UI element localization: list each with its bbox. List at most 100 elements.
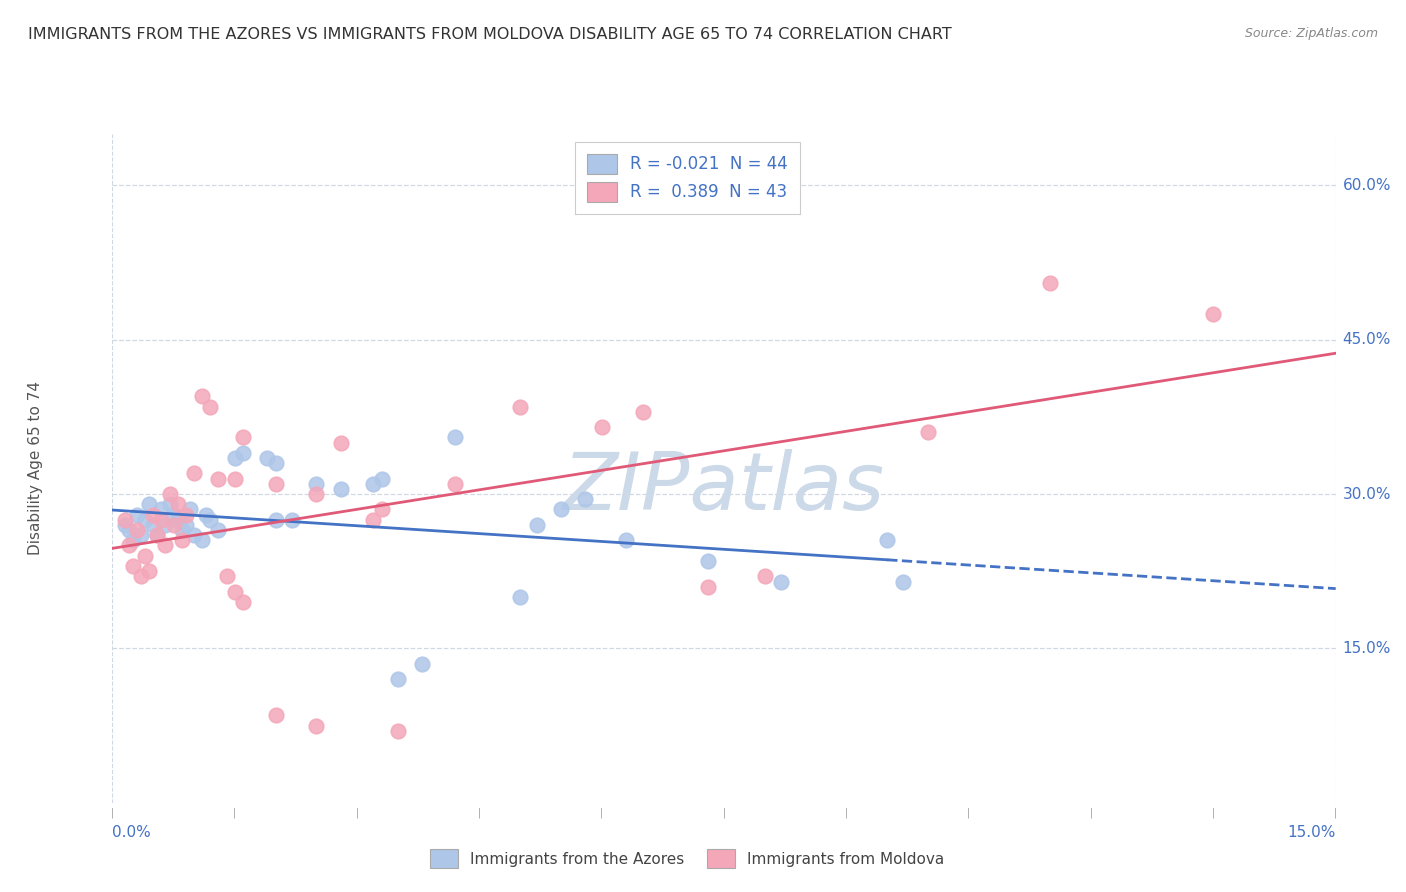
Point [134, 549, 156, 563]
Point [264, 708, 287, 723]
Point [183, 528, 205, 542]
Point [876, 533, 898, 548]
Point [264, 513, 287, 527]
Point [146, 528, 169, 542]
Point [207, 472, 229, 486]
Point [195, 508, 218, 522]
Point [150, 502, 173, 516]
Point [200, 400, 222, 414]
Text: |: | [356, 807, 359, 818]
Point [125, 523, 148, 537]
Point [159, 497, 181, 511]
Text: Disability Age 65 to 74: Disability Age 65 to 74 [28, 381, 42, 556]
Point [232, 595, 254, 609]
Point [305, 476, 328, 491]
Point [191, 389, 214, 403]
Point [754, 569, 776, 583]
Point [122, 559, 145, 574]
Point [150, 513, 173, 527]
Point [232, 446, 254, 460]
Point [163, 508, 186, 522]
Point [444, 430, 467, 444]
Point [159, 487, 181, 501]
Point [329, 482, 352, 496]
Text: 0.0%: 0.0% [112, 825, 152, 840]
Point [631, 405, 654, 419]
Point [363, 476, 385, 491]
Point [387, 673, 409, 687]
Text: 45.0%: 45.0% [1343, 332, 1391, 347]
Point [134, 513, 156, 527]
Point [509, 400, 531, 414]
Text: |: | [111, 807, 114, 818]
Point [770, 574, 793, 589]
Point [170, 533, 193, 548]
Text: |: | [600, 807, 603, 818]
Text: 15.0%: 15.0% [1343, 641, 1391, 656]
Text: |: | [233, 807, 236, 818]
Point [129, 528, 152, 542]
Point [444, 476, 467, 491]
Point [893, 574, 915, 589]
Text: 30.0%: 30.0% [1343, 486, 1391, 501]
Point [224, 584, 246, 599]
Point [256, 450, 278, 465]
Point [170, 523, 193, 537]
Point [264, 476, 287, 491]
Text: IMMIGRANTS FROM THE AZORES VS IMMIGRANTS FROM MOLDOVA DISABILITY AGE 65 TO 74 CO: IMMIGRANTS FROM THE AZORES VS IMMIGRANTS… [28, 27, 952, 42]
Text: Source: ZipAtlas.com: Source: ZipAtlas.com [1244, 27, 1378, 40]
Text: |: | [1090, 807, 1092, 818]
Text: ZIPatlas: ZIPatlas [562, 450, 886, 527]
Text: |: | [845, 807, 848, 818]
Point [696, 554, 718, 568]
Point [370, 472, 392, 486]
Point [125, 508, 148, 522]
Point [142, 517, 165, 532]
Point [550, 502, 572, 516]
Point [129, 569, 152, 583]
Point [281, 513, 304, 527]
Point [509, 590, 531, 604]
Point [215, 569, 238, 583]
Point [166, 513, 188, 527]
Point [155, 517, 177, 532]
Point [207, 523, 229, 537]
Point [174, 517, 197, 532]
Point [191, 533, 214, 548]
Point [166, 497, 188, 511]
Point [146, 528, 169, 542]
Point [1202, 307, 1225, 321]
Point [142, 508, 165, 522]
Point [183, 467, 205, 481]
Legend: Immigrants from the Azores, Immigrants from Moldova: Immigrants from the Azores, Immigrants f… [423, 841, 952, 875]
Point [118, 539, 141, 553]
Text: 60.0%: 60.0% [1343, 178, 1391, 193]
Point [155, 539, 177, 553]
Point [305, 718, 328, 732]
Point [526, 517, 548, 532]
Point [363, 513, 385, 527]
Point [118, 523, 141, 537]
Text: 15.0%: 15.0% [1288, 825, 1336, 840]
Point [224, 472, 246, 486]
Text: |: | [967, 807, 970, 818]
Point [411, 657, 433, 671]
Point [138, 564, 160, 578]
Point [917, 425, 939, 440]
Point [370, 502, 392, 516]
Point [329, 435, 352, 450]
Text: |: | [478, 807, 481, 818]
Point [114, 517, 136, 532]
Point [200, 513, 222, 527]
Point [163, 517, 186, 532]
Point [696, 580, 718, 594]
Point [174, 508, 197, 522]
Point [224, 450, 246, 465]
Point [1039, 276, 1062, 290]
Point [122, 533, 145, 548]
Point [138, 497, 160, 511]
Text: |: | [723, 807, 725, 818]
Text: |: | [1334, 807, 1337, 818]
Point [305, 487, 328, 501]
Point [591, 420, 613, 434]
